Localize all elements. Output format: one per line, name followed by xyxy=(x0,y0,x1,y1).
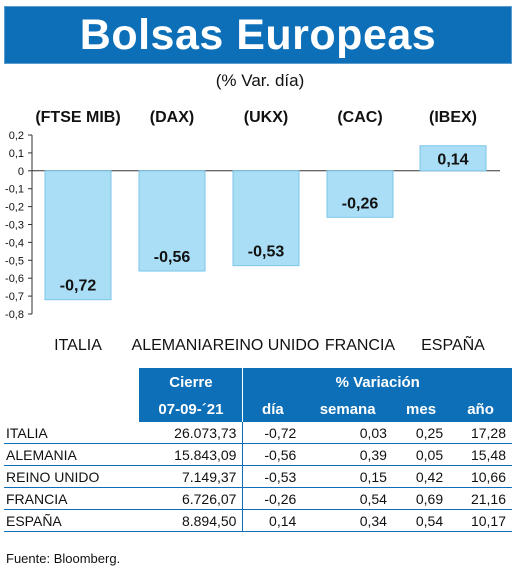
data-label: -0,26 xyxy=(342,195,379,212)
data-label: -0,72 xyxy=(60,278,97,295)
bar xyxy=(138,170,206,272)
category-label: ALEMANIA xyxy=(132,337,213,354)
row-ano: 10,66 xyxy=(449,465,512,488)
header-date: 07-09-´21 xyxy=(139,396,243,422)
row-cierre: 6.726,07 xyxy=(139,487,244,510)
row-ano: 10,17 xyxy=(449,509,512,532)
y-tick-label: -0,6 xyxy=(5,273,24,285)
title-banner: Bolsas Europeas xyxy=(4,6,512,64)
header-dia: día xyxy=(242,396,303,422)
row-semana: 0,39 xyxy=(302,443,393,466)
bar xyxy=(326,170,394,218)
category-label: REINO UNIDO xyxy=(213,337,320,354)
data-label: 0,14 xyxy=(437,151,468,168)
row-mes: 0,42 xyxy=(392,465,450,488)
category-label: ESPAÑA xyxy=(421,334,485,354)
header-variacion: % Variación xyxy=(242,368,512,396)
row-mes: 0,54 xyxy=(392,509,450,532)
ticker-label: (FTSE MIB) xyxy=(35,109,120,126)
row-name: FRANCIA xyxy=(4,487,140,510)
row-cierre: 26.073,73 xyxy=(139,422,244,444)
chart-title: Bolsas Europeas xyxy=(79,11,437,59)
y-tick-label: 0 xyxy=(18,166,24,178)
bar xyxy=(44,170,112,301)
row-name: ESPAÑA xyxy=(4,509,140,532)
y-tick-label: 0,1 xyxy=(9,148,24,160)
bar xyxy=(419,145,487,172)
header-mes: mes xyxy=(392,396,450,422)
ticker-label: (UKX) xyxy=(244,109,288,126)
y-tick-label: -0,2 xyxy=(5,202,24,214)
table-row: ESPAÑA 8.894,50 0,14 0,34 0,54 10,17 xyxy=(4,509,512,532)
y-tick-label: -0,1 xyxy=(5,184,24,196)
y-tick-label: -0,5 xyxy=(5,255,24,267)
row-dia: -0,53 xyxy=(242,465,303,488)
table-row: ITALIA 26.073,73 -0,72 0,03 0,25 17,28 xyxy=(4,422,512,444)
stock-table: Cierre % Variación 07-09-´21 día semana … xyxy=(4,368,512,532)
row-mes: 0,05 xyxy=(392,443,450,466)
row-ano: 21,16 xyxy=(449,487,512,510)
table-row: REINO UNIDO 7.149,37 -0,53 0,15 0,42 10,… xyxy=(4,465,512,488)
row-semana: 0,15 xyxy=(302,465,393,488)
y-tick-label: -0,3 xyxy=(5,220,24,232)
table-corner-2 xyxy=(4,396,140,422)
row-name: ITALIA xyxy=(4,422,140,444)
row-ano: 17,28 xyxy=(449,422,512,444)
row-dia: -0,72 xyxy=(242,422,303,444)
bar-chart: 0,2 0,1 0 -0,1 -0,2 -0,3 -0,4 -0,5 -0,6 -0,7 -0,8 -… xyxy=(5,109,500,354)
row-dia: -0,26 xyxy=(242,487,303,510)
ticker-label: (CAC) xyxy=(337,109,382,126)
y-tick-label: 0,2 xyxy=(9,130,24,142)
table-row: FRANCIA 6.726,07 -0,26 0,54 0,69 21,16 xyxy=(4,487,512,510)
bar xyxy=(232,170,300,267)
row-mes: 0,25 xyxy=(392,422,450,444)
category-label: ITALIA xyxy=(54,337,102,354)
data-label: -0,56 xyxy=(154,249,191,266)
y-tick-label: -0,4 xyxy=(5,237,24,249)
header-semana: semana xyxy=(302,396,393,422)
header-ano: año xyxy=(449,396,512,422)
row-name: ALEMANIA xyxy=(4,443,140,466)
row-semana: 0,03 xyxy=(302,422,393,444)
y-tick-label: -0,7 xyxy=(5,291,24,303)
row-name: REINO UNIDO xyxy=(4,465,140,488)
row-ano: 15,48 xyxy=(449,443,512,466)
row-dia: -0,56 xyxy=(242,443,303,466)
data-label: -0,53 xyxy=(248,244,285,261)
row-dia: 0,14 xyxy=(242,509,303,532)
table-row: ALEMANIA 15.843,09 -0,56 0,39 0,05 15,48 xyxy=(4,443,512,466)
header-cierre: Cierre xyxy=(139,368,243,396)
row-mes: 0,69 xyxy=(392,487,450,510)
ticker-label: (IBEX) xyxy=(429,109,477,126)
row-semana: 0,34 xyxy=(302,509,393,532)
row-cierre: 7.149,37 xyxy=(139,465,244,488)
table-corner xyxy=(4,368,140,396)
ticker-label: (DAX) xyxy=(150,109,194,126)
row-cierre: 8.894,50 xyxy=(139,509,244,532)
row-semana: 0,54 xyxy=(302,487,393,510)
chart-subtitle: (% Var. día) xyxy=(215,71,305,90)
y-tick-label: -0,8 xyxy=(5,309,24,321)
source-note: Fuente: Bloomberg. xyxy=(6,551,121,566)
category-label: FRANCIA xyxy=(325,337,396,354)
row-cierre: 15.843,09 xyxy=(139,443,244,466)
